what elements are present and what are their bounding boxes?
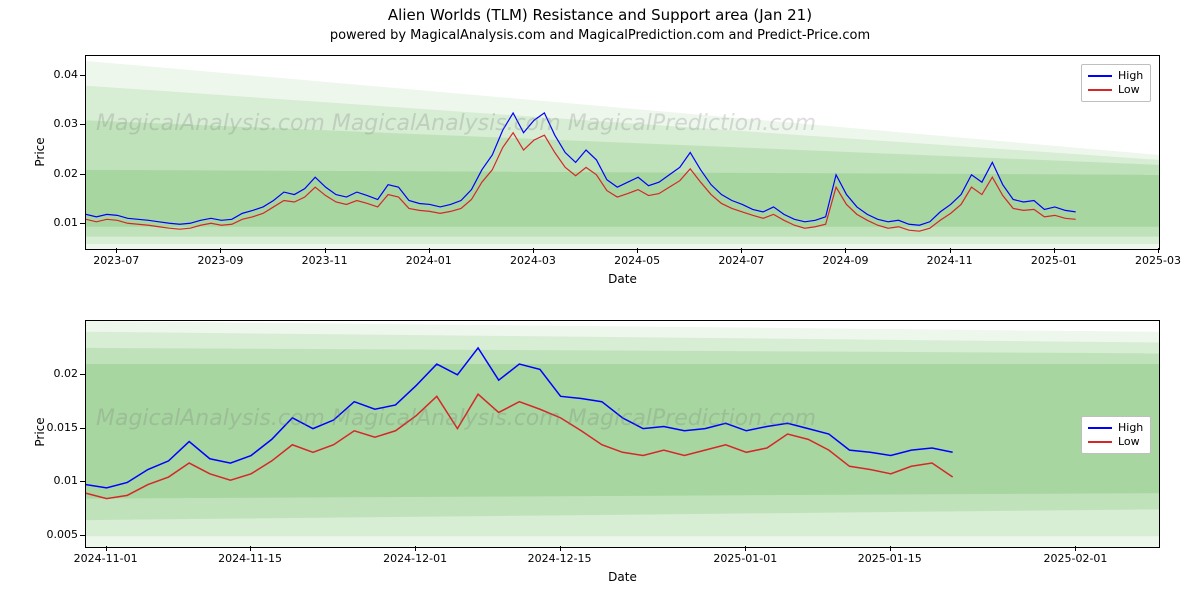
x-tick-label: 2024-12-01 <box>383 552 447 565</box>
y-tick-label: 0.02 <box>30 167 78 180</box>
chart-subtitle: powered by MagicalAnalysis.com and Magic… <box>0 28 1200 43</box>
y-tick-label: 0.005 <box>30 528 78 541</box>
x-tick-label: 2024-11 <box>927 254 973 267</box>
legend-label-high: High <box>1118 421 1143 435</box>
x-tick-label: 2025-02-01 <box>1043 552 1107 565</box>
y-tick-label: 0.01 <box>30 216 78 229</box>
legend-item-high: High <box>1088 69 1144 83</box>
x-tick-label: 2025-03 <box>1135 254 1181 267</box>
x-tick-label: 2024-07 <box>718 254 764 267</box>
legend-label-low: Low <box>1118 435 1140 449</box>
x-tick-label: 2024-11-15 <box>218 552 282 565</box>
legend-item-high: High <box>1088 421 1144 435</box>
x-tick-label: 2024-05 <box>614 254 660 267</box>
x-tick-label: 2024-01 <box>406 254 452 267</box>
bottom-xlabel: Date <box>85 570 1160 584</box>
y-tick-label: 0.03 <box>30 117 78 130</box>
legend-swatch-low <box>1088 441 1112 443</box>
legend-swatch-low <box>1088 89 1112 91</box>
chart-title: Alien Worlds (TLM) Resistance and Suppor… <box>0 6 1200 24</box>
x-tick-label: 2024-03 <box>510 254 556 267</box>
watermark: MagicalAnalysis.com MagicalAnalysis.com … <box>96 111 816 136</box>
legend-top: High Low <box>1081 64 1151 102</box>
legend-bottom: High Low <box>1081 416 1151 454</box>
x-tick-label: 2024-11-01 <box>74 552 138 565</box>
y-tick-label: 0.04 <box>30 68 78 81</box>
legend-label-low: Low <box>1118 83 1140 97</box>
x-tick-label: 2023-09 <box>197 254 243 267</box>
y-tick-label: 0.01 <box>30 474 78 487</box>
x-tick-label: 2024-09 <box>822 254 868 267</box>
legend-swatch-high <box>1088 75 1112 77</box>
legend-item-low: Low <box>1088 435 1144 449</box>
top-xlabel: Date <box>85 272 1160 286</box>
y-tick-label: 0.02 <box>30 367 78 380</box>
x-tick-label: 2025-01-15 <box>858 552 922 565</box>
x-tick-label: 2023-11 <box>302 254 348 267</box>
watermark: MagicalAnalysis.com MagicalAnalysis.com … <box>96 406 816 431</box>
legend-item-low: Low <box>1088 83 1144 97</box>
bottom-panel: MagicalAnalysis.com MagicalAnalysis.com … <box>85 320 1160 548</box>
legend-label-high: High <box>1118 69 1143 83</box>
top-panel: MagicalAnalysis.com MagicalAnalysis.com … <box>85 55 1160 250</box>
legend-swatch-high <box>1088 427 1112 429</box>
y-tick-label: 0.015 <box>30 421 78 434</box>
x-tick-label: 2025-01-01 <box>713 552 777 565</box>
x-tick-label: 2024-12-15 <box>528 552 592 565</box>
x-tick-label: 2023-07 <box>93 254 139 267</box>
x-tick-label: 2025-01 <box>1031 254 1077 267</box>
